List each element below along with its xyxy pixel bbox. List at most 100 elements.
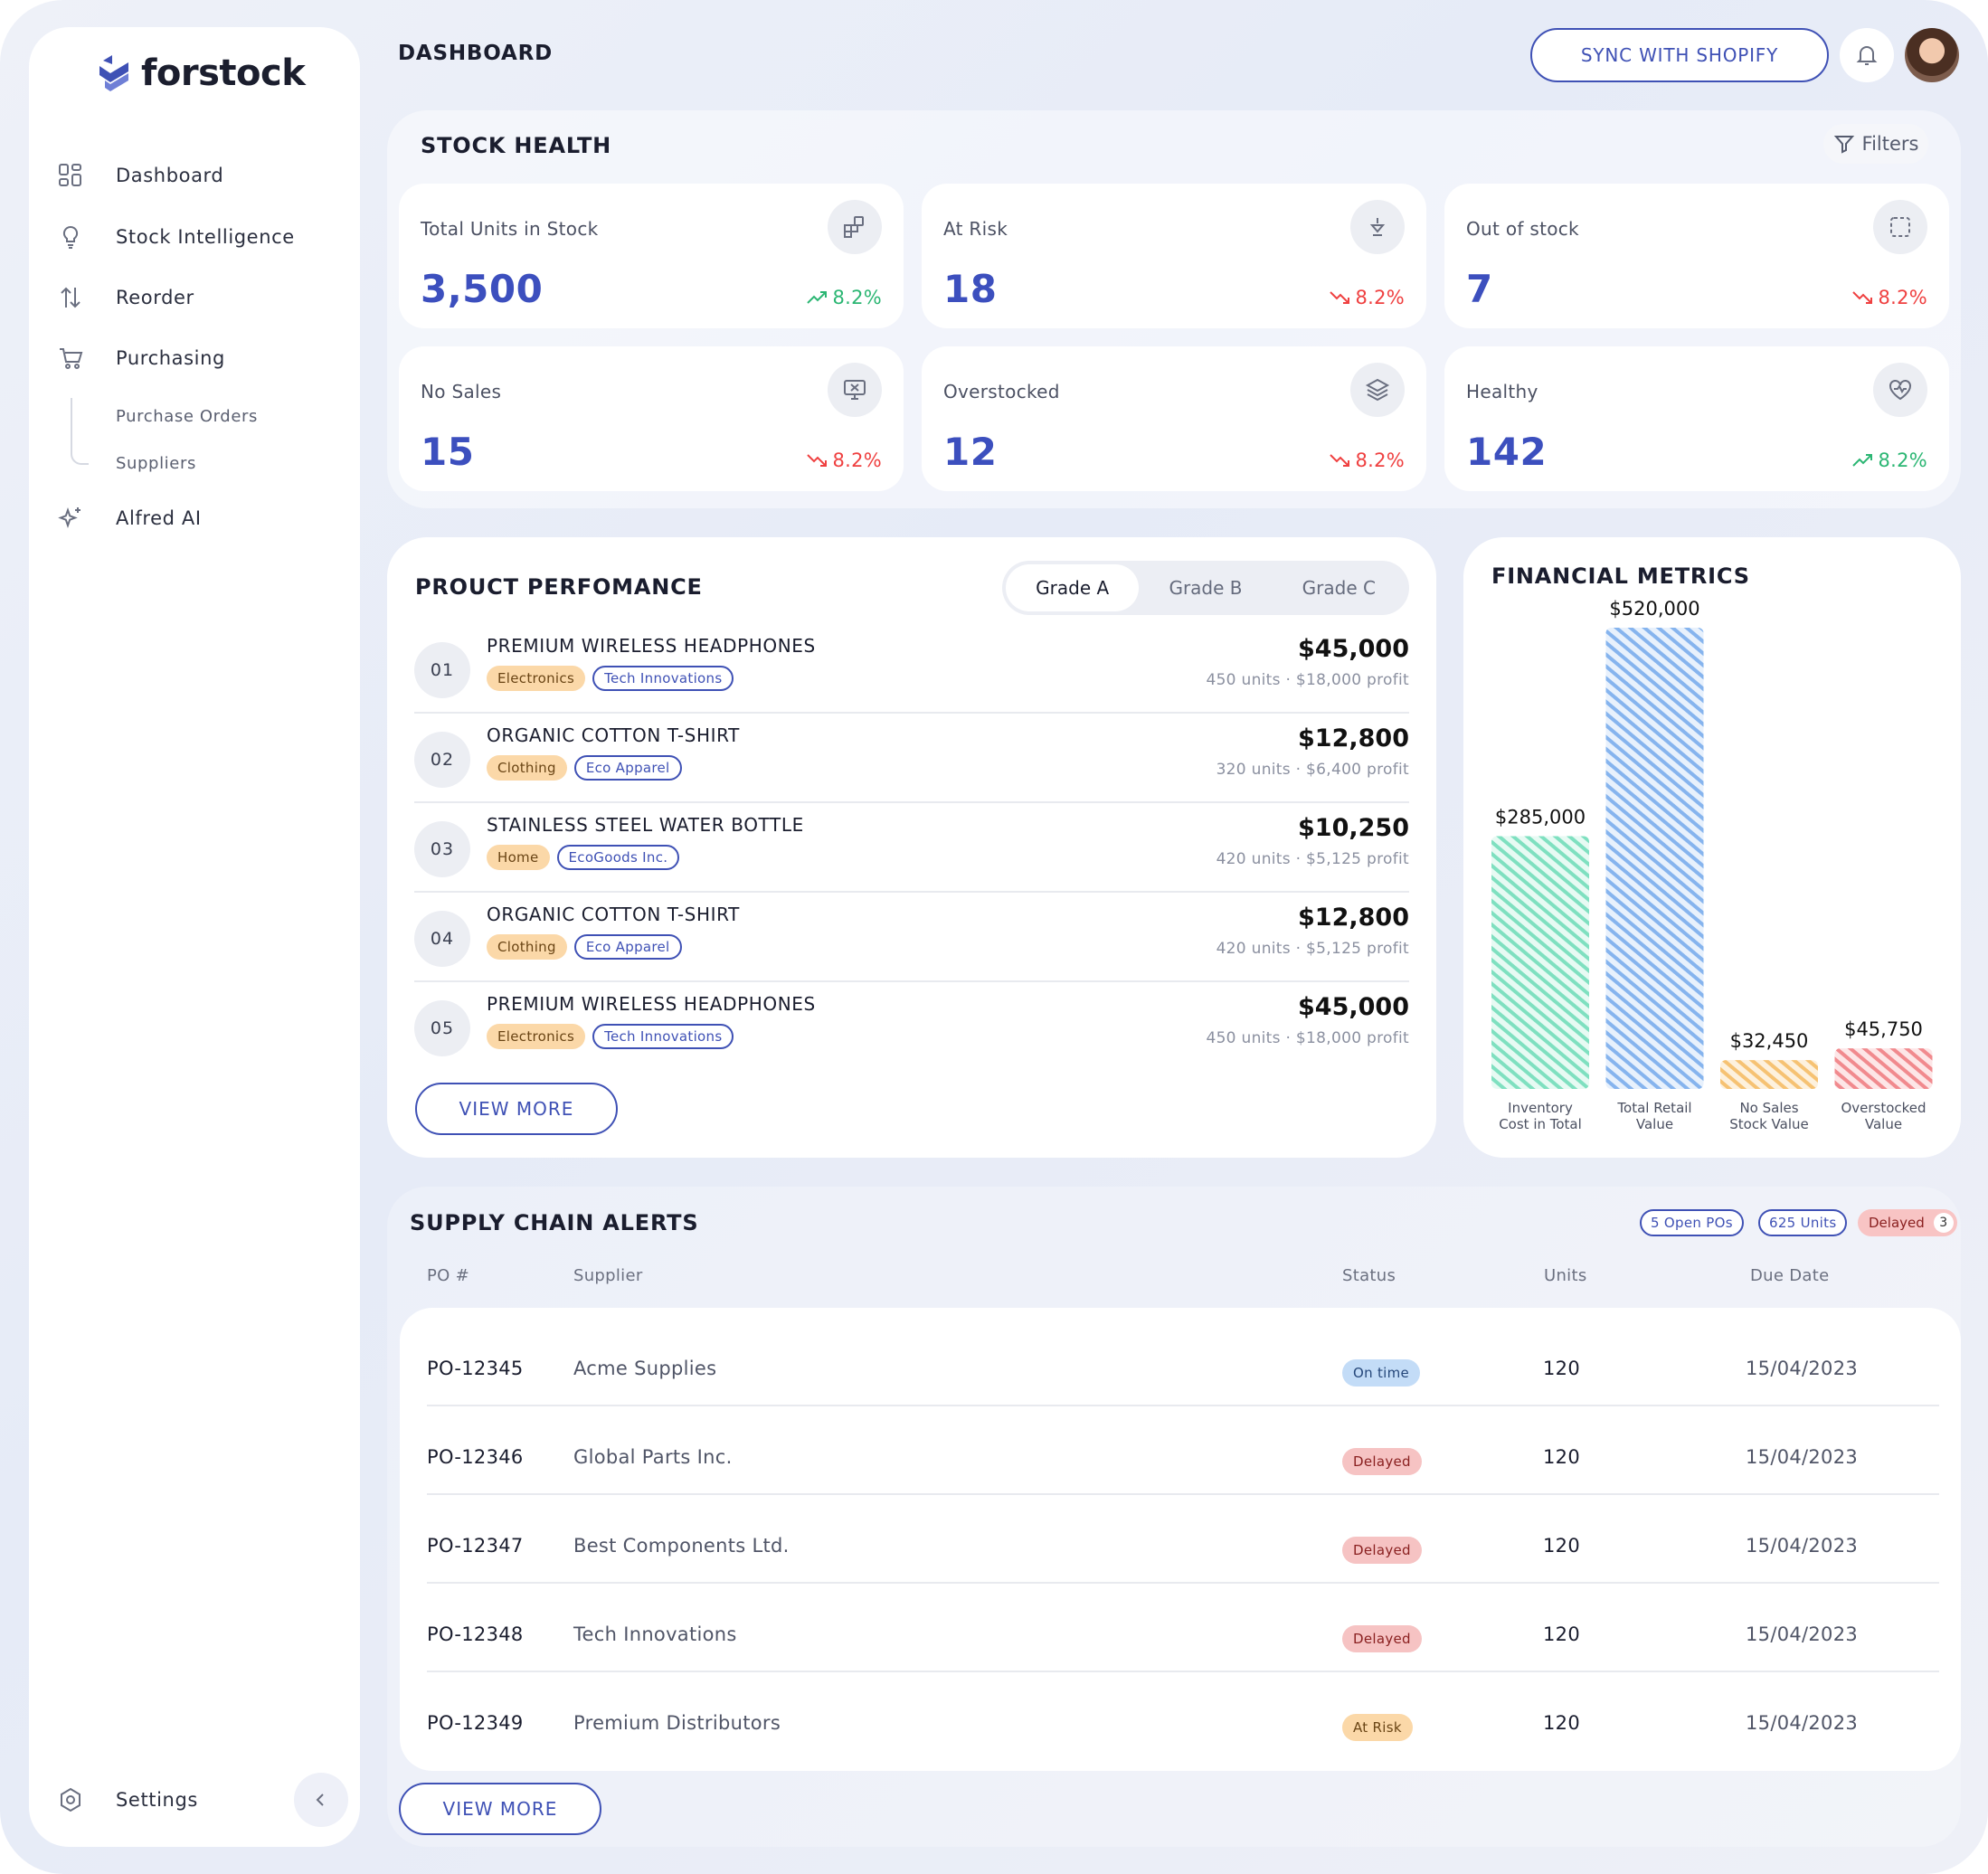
po-number: PO-12345 [427,1358,524,1379]
stat-card-overstocked[interactable]: Overstocked 12 8.2% [922,346,1426,491]
tab-grade-c[interactable]: Grade C [1302,577,1376,599]
forstock-logo-icon [99,55,128,91]
sync-shopify-button[interactable]: SYNC WITH SHOPIFY [1530,28,1829,82]
page-title: DASHBOARD [398,42,553,65]
supplier-tag: Eco Apparel [573,934,682,960]
sidebar-item-stock-intelligence[interactable]: Stock Intelligence [56,215,295,259]
stat-card-total-units[interactable]: Total Units in Stock 3,500 8.2% [399,184,904,328]
view-more-alerts-button[interactable]: VIEW MORE [399,1783,601,1835]
delayed-badge: Delayed 3 [1858,1209,1957,1236]
po-number: PO-12348 [427,1623,524,1645]
sparkle-icon [56,504,85,533]
due-date: 15/04/2023 [1746,1623,1859,1645]
filters-button[interactable]: Filters [1823,124,1928,164]
status-badge: Delayed [1342,1448,1422,1475]
bar-value-label: $285,000 [1495,806,1586,828]
stat-card-healthy[interactable]: Healthy 142 8.2% [1444,346,1949,491]
sidebar-item-alfred-ai[interactable]: Alfred AI [56,497,202,540]
product-tags: Home EcoGoods Inc. [487,845,680,870]
column-header-supplier[interactable]: Supplier [573,1266,643,1285]
column-header-po[interactable]: PO # [427,1266,470,1285]
product-amount: $45,000 [1298,635,1409,663]
bar-2[interactable] [1605,628,1704,1089]
collapse-sidebar-button[interactable] [294,1773,348,1827]
stat-card-delta: 8.2% [807,450,882,471]
product-row[interactable]: 03 STAINLESS STEEL WATER BOTTLE Home EcoG… [414,803,1409,893]
stat-card-label: Total Units in Stock [421,218,599,240]
grade-tabs: Grade A Grade B Grade C [1002,561,1409,615]
user-avatar[interactable] [1905,28,1959,82]
stat-card-out-of-stock[interactable]: Out of stock 7 8.2% [1444,184,1949,328]
table-row[interactable]: PO-12346 Global Parts Inc. Delayed 120 1… [427,1406,1939,1495]
sidebar-item-reorder[interactable]: Reorder [56,276,194,319]
sidebar-subitem-suppliers[interactable]: Suppliers [116,454,196,473]
financial-metrics-title: FINANCIAL METRICS [1491,563,1750,589]
sidebar-item-settings[interactable]: Settings [56,1778,198,1822]
status-badge: On time [1342,1359,1421,1387]
column-header-due-date[interactable]: Due Date [1750,1266,1830,1285]
bar-value-label: $32,450 [1730,1030,1809,1052]
table-row[interactable]: PO-12347 Best Components Ltd. Delayed 12… [427,1495,1939,1584]
po-number: PO-12347 [427,1535,524,1557]
product-tags: Electronics Tech Innovations [487,666,734,691]
stat-card-at-risk[interactable]: At Risk 18 8.2% [922,184,1426,328]
submenu-connector [71,398,89,465]
monitor-x-icon [828,363,882,417]
cart-icon [56,344,85,373]
supplier-name: Acme Supplies [573,1358,717,1379]
supply-chain-title: SUPPLY CHAIN ALERTS [410,1210,699,1235]
tab-grade-a[interactable]: Grade A [1006,564,1140,611]
swap-vertical-icon [56,283,85,312]
bar-4[interactable] [1834,1048,1933,1089]
stat-card-delta: 8.2% [807,287,882,308]
bar-category-label: Inventory [1508,1100,1573,1116]
stat-card-delta: 8.2% [1330,450,1405,471]
po-number: PO-12349 [427,1712,524,1734]
stat-card-delta-value: 8.2% [1355,450,1405,471]
dashed-square-icon [1873,200,1927,254]
bar-value-label: $520,000 [1609,598,1699,620]
bar-category-label: No Sales [1739,1100,1798,1116]
supplier-tag: Tech Innovations [592,666,734,691]
table-row[interactable]: PO-12345 Acme Supplies On time 120 15/04… [427,1318,1939,1406]
supplier-name: Tech Innovations [573,1623,737,1645]
product-rank: 03 [414,821,470,877]
product-row[interactable]: 05 PREMIUM WIRELESS HEADPHONES Electroni… [414,982,1409,1072]
product-rank: 05 [414,1000,470,1056]
product-amount: $12,800 [1298,724,1409,752]
sidebar-item-dashboard[interactable]: Dashboard [56,154,223,197]
stat-card-value: 3,500 [421,267,544,311]
supplier-name: Premium Distributors [573,1712,781,1734]
product-name: ORGANIC COTTON T-SHIRT [487,724,740,746]
notifications-button[interactable] [1840,28,1894,82]
due-date: 15/04/2023 [1746,1535,1859,1557]
bar-1[interactable] [1491,836,1589,1089]
product-row[interactable]: 01 PREMIUM WIRELESS HEADPHONES Electroni… [414,624,1409,714]
layers-icon [1350,363,1405,417]
category-tag: Electronics [487,666,586,691]
product-row[interactable]: 02 ORGANIC COTTON T-SHIRT Clothing Eco Ap… [414,714,1409,803]
units-badge: 625 Units [1758,1209,1848,1236]
stat-card-no-sales[interactable]: No Sales 15 8.2% [399,346,904,491]
tab-grade-b[interactable]: Grade B [1169,577,1243,599]
sidebar-item-purchasing[interactable]: Purchasing [56,336,225,380]
product-rank: 04 [414,911,470,967]
sidebar-subitem-purchase-orders[interactable]: Purchase Orders [116,407,258,426]
table-row[interactable]: PO-12348 Tech Innovations Delayed 120 15… [427,1584,1939,1672]
column-header-units[interactable]: Units [1544,1266,1587,1285]
open-pos-badge: 5 Open POs [1640,1209,1744,1236]
bar-value-label: $45,750 [1844,1018,1923,1040]
product-amount: $12,800 [1298,904,1409,932]
table-row[interactable]: PO-12349 Premium Distributors At Risk 12… [427,1672,1939,1761]
column-header-status[interactable]: Status [1342,1266,1396,1285]
logo[interactable]: forstock [98,52,306,94]
product-meta: 450 units · $18,000 profit [1206,671,1409,689]
stat-card-value: 15 [421,430,475,474]
product-name: PREMIUM WIRELESS HEADPHONES [487,635,816,657]
bar-3[interactable] [1720,1060,1818,1089]
arrow-down-circle-icon [1350,200,1405,254]
bar-category-label: Cost in Total [1499,1116,1582,1132]
product-row[interactable]: 04 ORGANIC COTTON T-SHIRT Clothing Eco Ap… [414,893,1409,982]
view-more-products-button[interactable]: VIEW MORE [415,1083,618,1135]
